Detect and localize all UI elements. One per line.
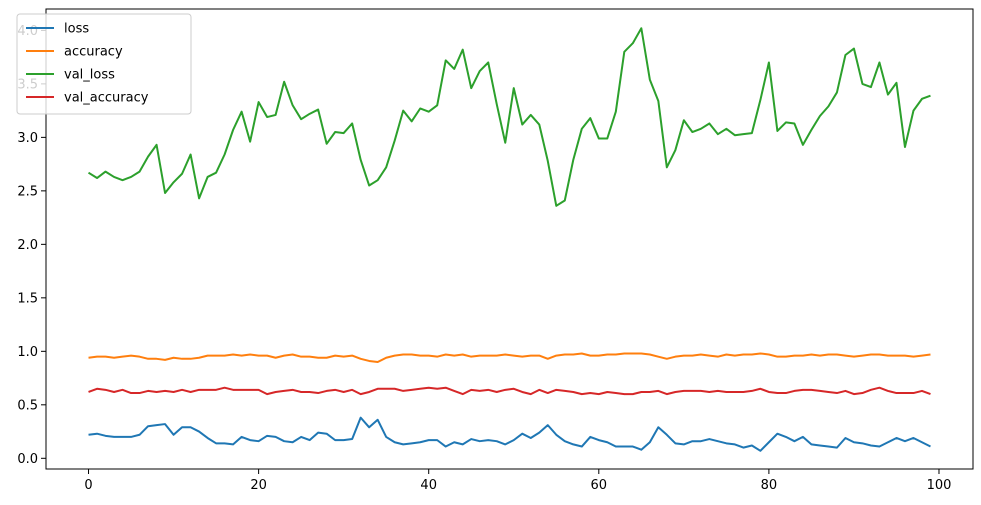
y-tick-label: 3.0 [17, 131, 38, 146]
legend-label-accuracy: accuracy [64, 45, 123, 60]
y-tick-label: 1.0 [17, 345, 38, 360]
x-tick-label: 80 [761, 478, 778, 493]
series-line-loss [88, 416, 931, 452]
x-tick-label: 60 [591, 478, 608, 493]
x-tick-label: 40 [420, 478, 437, 493]
legend-box [16, 13, 192, 115]
x-axis: 0 20 40 60 80 100 [84, 469, 951, 493]
plot-frame [45, 8, 974, 470]
plot-area [45, 8, 974, 470]
y-tick-label: 1.5 [17, 291, 38, 306]
x-tick-label: 20 [250, 478, 267, 493]
series-layer [87, 27, 931, 452]
y-tick-label: 0.0 [17, 452, 38, 467]
y-tick-label: 2.5 [17, 184, 38, 199]
legend-label-val-accuracy: val_accuracy [64, 91, 149, 106]
x-tick-label: 100 [927, 478, 952, 493]
y-tick-label: 2.0 [17, 238, 38, 253]
series-line-val-loss [87, 27, 931, 207]
legend-label-val-loss: val_loss [64, 68, 115, 83]
x-tick-label: 0 [84, 478, 92, 493]
series-line-val-accuracy [88, 386, 931, 396]
legend-label-loss: loss [64, 22, 89, 37]
series-line-accuracy [88, 352, 931, 364]
legend: loss accuracy val_loss val_accuracy [16, 13, 192, 115]
y-tick-label: 0.5 [17, 398, 38, 413]
